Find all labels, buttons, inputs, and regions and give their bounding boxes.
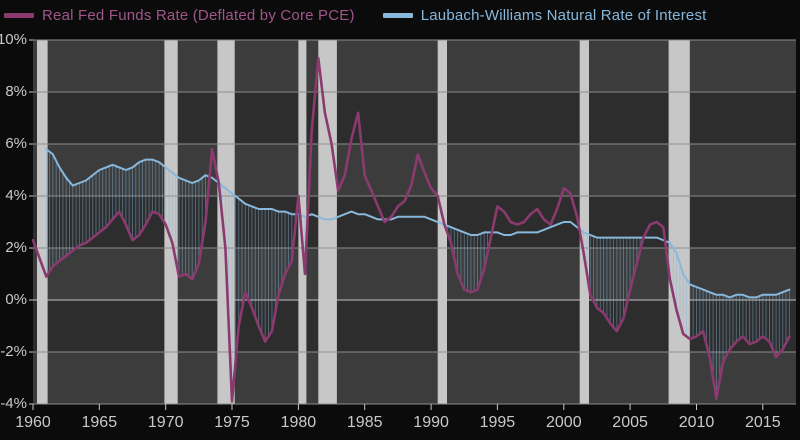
x-axis-label: 1985 <box>347 414 383 431</box>
real-rate-swatch-icon <box>4 13 34 18</box>
x-axis-label: 2010 <box>679 414 715 431</box>
x-axis-label: 1990 <box>413 414 449 431</box>
real-rate-legend-label: Real Fed Funds Rate (Deflated by Core PC… <box>42 7 355 24</box>
x-axis-label: 1965 <box>82 414 118 431</box>
x-axis-label: 2000 <box>546 414 582 431</box>
y-axis: 10% 8% 6% 4% 2% 0% -2% -4% <box>0 31 33 412</box>
x-axis-label: 2015 <box>745 414 781 431</box>
natural-rate-legend-label: Laubach-Williams Natural Rate of Interes… <box>420 7 707 24</box>
x-axis-label: 2005 <box>612 414 648 431</box>
legend-item-real-rate: Real Fed Funds Rate (Deflated by Core PC… <box>4 7 355 24</box>
x-axis-label: 1970 <box>148 414 184 431</box>
gridlines <box>33 39 796 405</box>
y-axis-label: 2% <box>5 239 27 256</box>
x-axis: 1960 1965 1970 1975 1980 1985 1990 1995 2000 2005… <box>15 404 781 431</box>
x-axis-label: 1995 <box>480 414 516 431</box>
natural-rate-swatch-icon <box>382 13 413 18</box>
series-line-real-rate <box>31 56 791 403</box>
chart-legend: Real Fed Funds Rate (Deflated by Core PC… <box>4 7 707 24</box>
recession-bands <box>37 40 690 404</box>
gap-hatch-lines <box>45 149 790 402</box>
y-axis-label: -4% <box>0 395 27 412</box>
y-axis-label: 0% <box>5 291 27 308</box>
x-axis-label: 1975 <box>214 414 250 431</box>
y-axis-label: 4% <box>5 187 27 204</box>
y-axis-label: 6% <box>5 135 27 152</box>
x-axis-label: 1980 <box>281 414 317 431</box>
x-axis-label: 1960 <box>15 414 51 431</box>
y-axis-label: 10% <box>0 31 27 48</box>
legend-item-natural-rate: Laubach-Williams Natural Rate of Interes… <box>382 7 707 24</box>
y-axis-label: -2% <box>0 343 27 360</box>
y-axis-label: 8% <box>5 83 27 100</box>
